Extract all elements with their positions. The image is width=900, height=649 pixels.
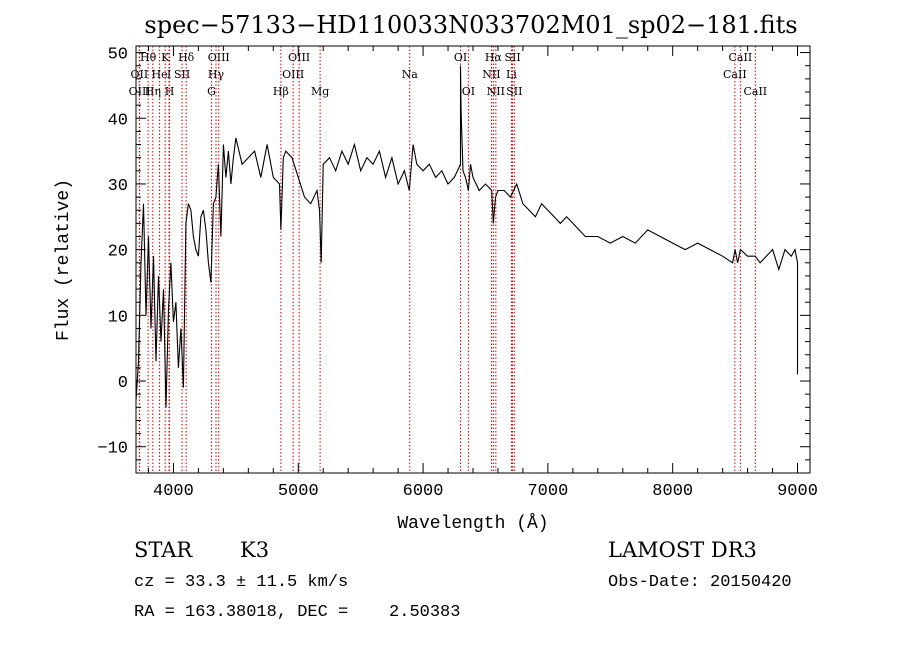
line-marker-label-0: Hθ xyxy=(140,51,157,64)
coordinates-readout: RA = 163.38018, DEC = 2.50383 xyxy=(134,603,461,622)
line-marker-label-23: SII xyxy=(504,51,520,64)
line-marker-label-8: SII xyxy=(174,68,190,81)
line-marker-label-1: OII xyxy=(131,68,149,81)
spectral-subclass: K3 xyxy=(240,538,270,562)
x-tick-label: 7000 xyxy=(527,482,568,501)
line-marker-label-21: NII xyxy=(482,68,500,81)
line-marker-label-20: Hα xyxy=(485,51,503,64)
line-marker-label-19: OI xyxy=(462,85,475,98)
line-marker-label-3: Hη xyxy=(145,85,161,98)
line-marker-label-12: G xyxy=(207,85,216,98)
line-marker-label-22: NII xyxy=(487,85,505,98)
chart-title: spec−57133−HD110033N033702M01_sp02−181.f… xyxy=(144,11,797,39)
velocity-readout: cz = 33.3 ± 11.5 km/s xyxy=(134,573,349,592)
line-marker-label-27: CaII xyxy=(723,68,747,81)
line-marker-label-15: OIII xyxy=(282,68,304,81)
line-marker-label-13: Hβ xyxy=(273,85,289,98)
y-tick-label: 20 xyxy=(108,243,128,262)
line-marker-label-6: I xyxy=(167,68,171,81)
x-axis-ticks: 4000 5000 6000 7000 8000 9000 xyxy=(147,46,818,501)
y-tick-label: 0 xyxy=(118,374,128,393)
x-tick-label: 5000 xyxy=(278,482,319,501)
spectrum-line xyxy=(135,65,799,408)
line-marker-label-7: H xyxy=(165,85,175,98)
line-marker-label-4: He xyxy=(152,68,168,81)
line-marker-label-25: SII xyxy=(506,85,522,98)
line-marker-label-11: Hγ xyxy=(208,68,225,81)
line-marker-label-16: Mg xyxy=(311,85,329,98)
line-marker-label-14: OIII xyxy=(288,51,310,64)
y-tick-label: 10 xyxy=(108,308,128,327)
line-marker-label-24: Li xyxy=(506,68,517,81)
y-tick-label: 30 xyxy=(108,177,128,196)
line-marker-label-5: K xyxy=(161,51,170,64)
line-marker-label-28: CaII xyxy=(743,85,767,98)
survey-name: LAMOST DR3 xyxy=(608,538,757,562)
y-axis-label: Flux (relative) xyxy=(54,179,74,341)
line-marker-label-9: Hδ xyxy=(178,51,195,64)
x-axis-label: Wavelength (Å) xyxy=(397,513,548,534)
y-tick-label: 50 xyxy=(108,46,128,65)
line-marker-label-17: Na xyxy=(402,68,419,81)
line-marker-label-26: CaII xyxy=(729,51,753,64)
x-tick-label: 8000 xyxy=(652,482,693,501)
line-marker-label-10: OIII xyxy=(208,51,230,64)
y-tick-label: −10 xyxy=(97,440,128,459)
object-class: STAR xyxy=(134,538,193,562)
x-tick-label: 9000 xyxy=(777,482,818,501)
x-tick-label: 6000 xyxy=(403,482,444,501)
y-axis-ticks: −10 0 10 20 30 40 50 xyxy=(97,46,810,474)
x-tick-label: 4000 xyxy=(153,482,194,501)
plot-frame xyxy=(135,45,811,474)
y-tick-label: 40 xyxy=(108,111,128,130)
emission-line-markers xyxy=(138,46,756,473)
line-marker-label-18: OI xyxy=(454,51,467,64)
observation-date: Obs-Date: 20150420 xyxy=(608,573,792,592)
